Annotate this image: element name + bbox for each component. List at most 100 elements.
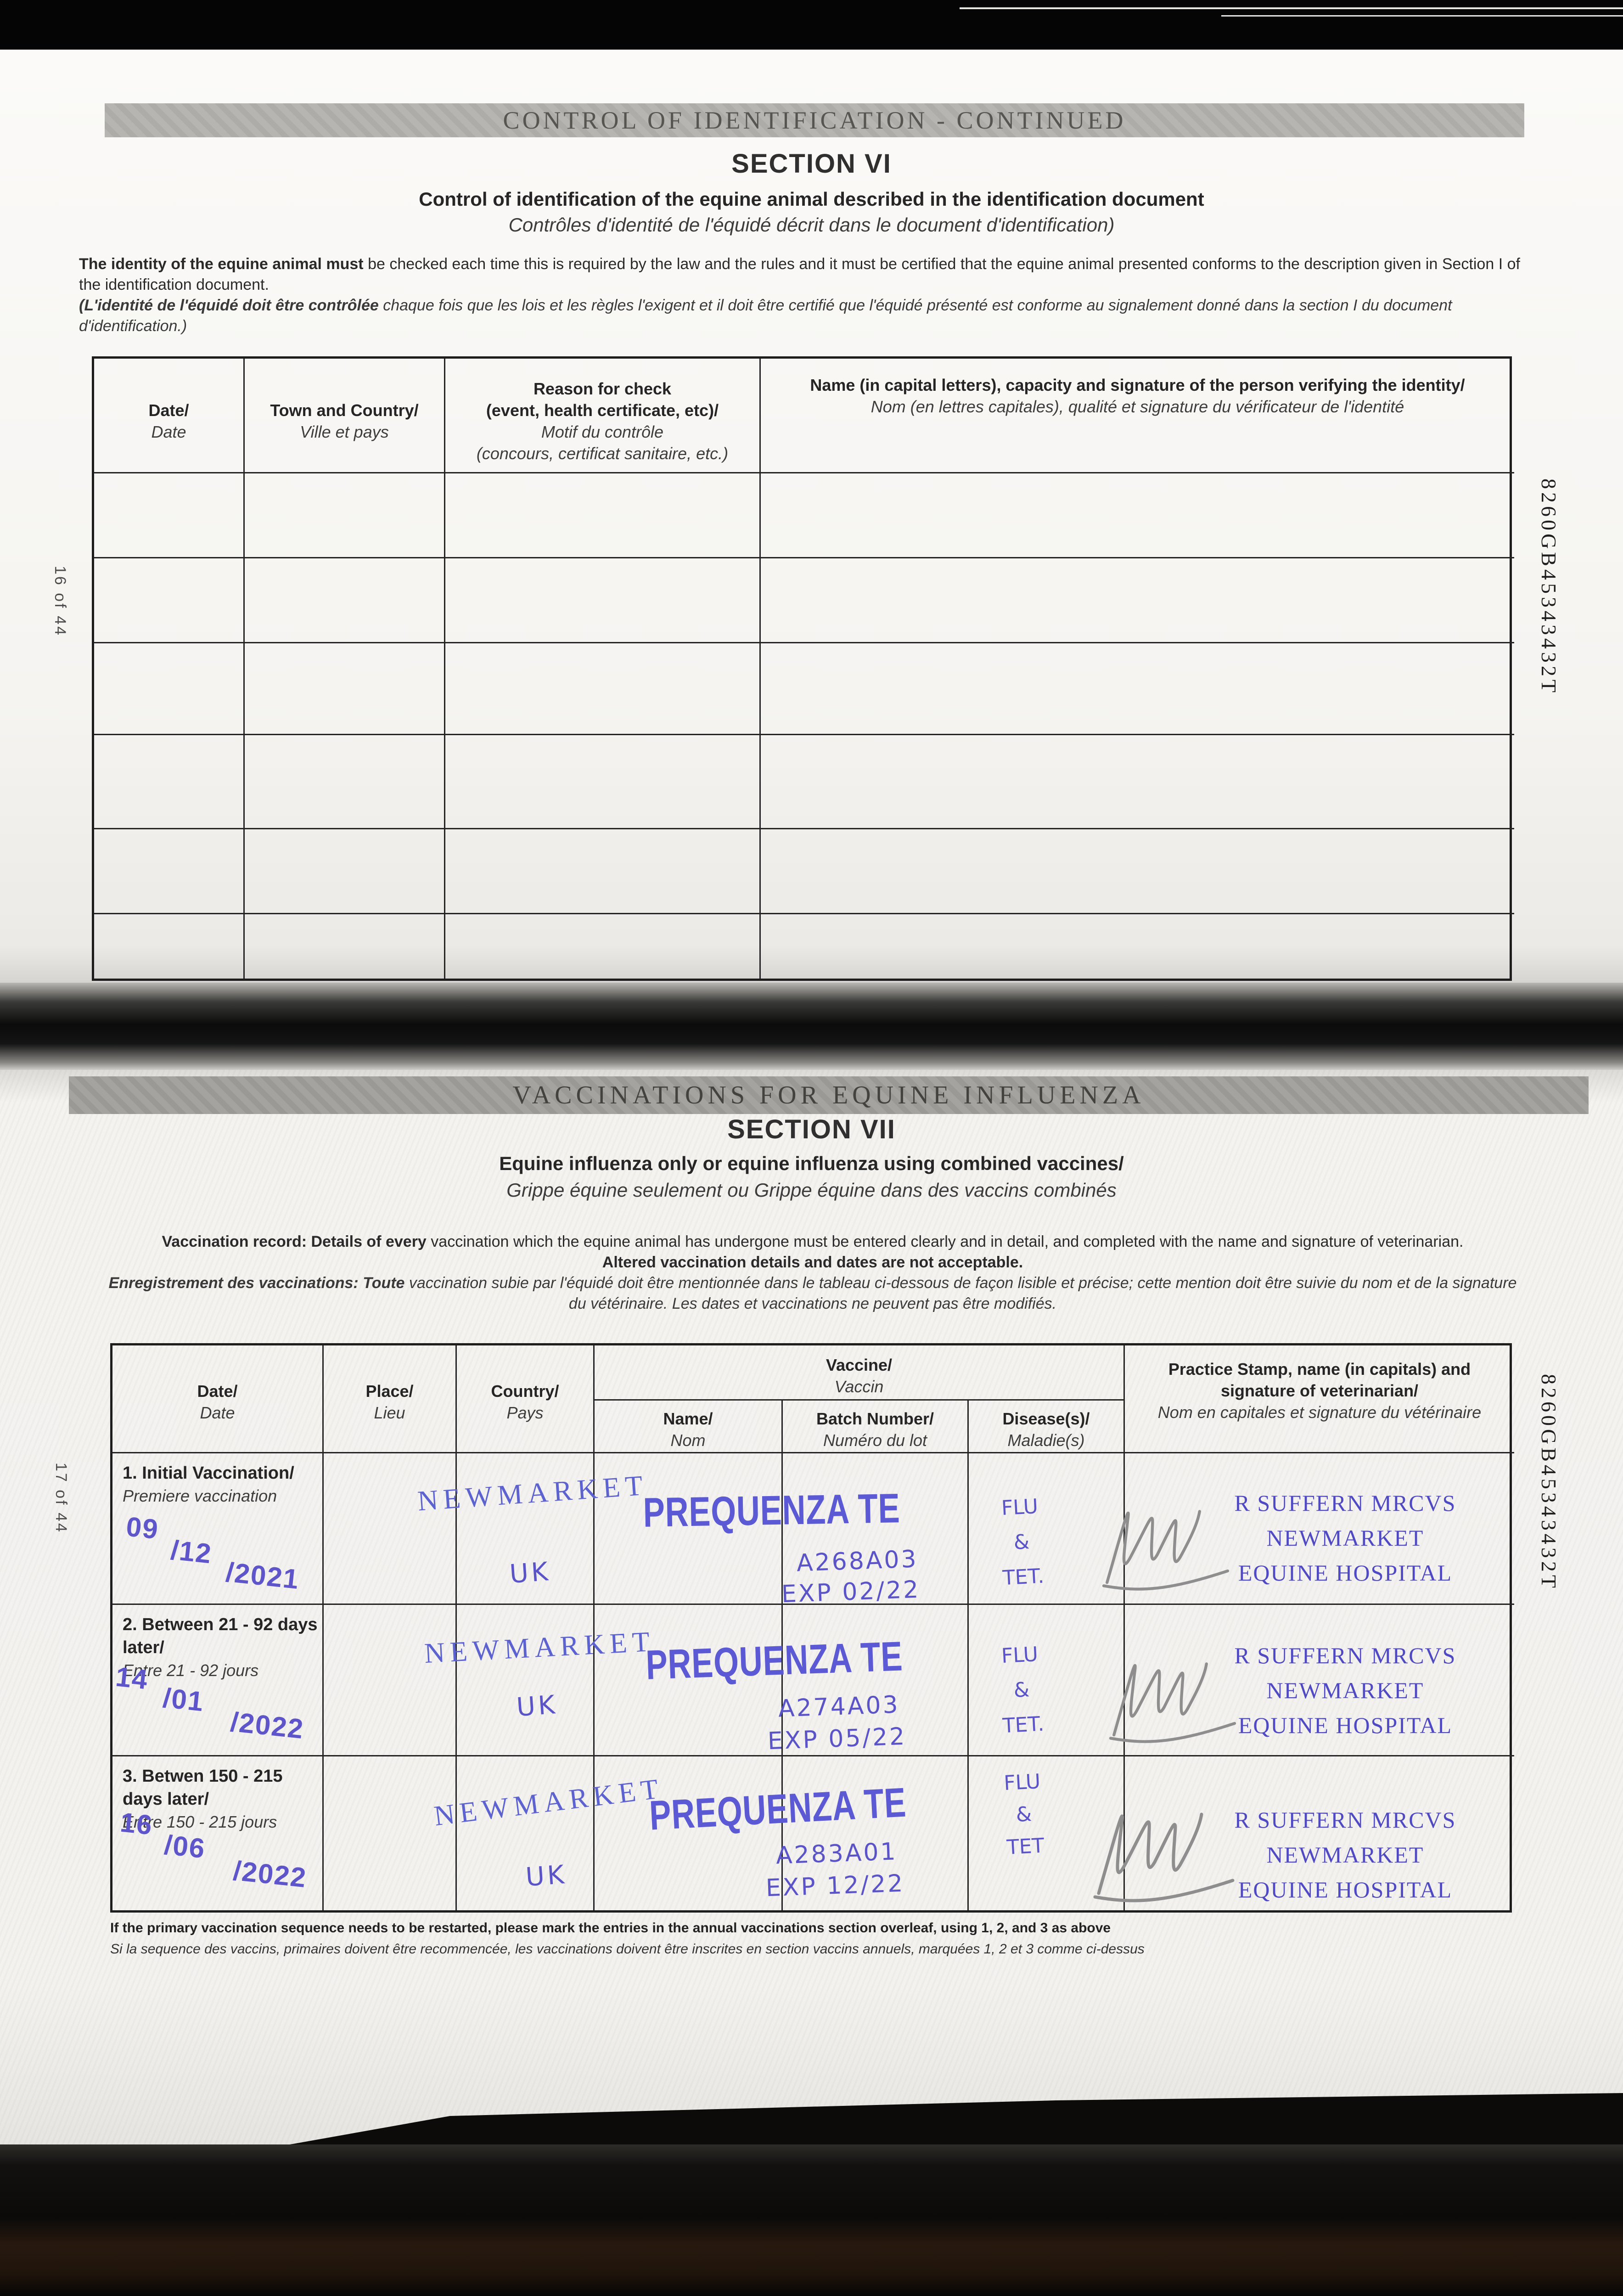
book-spine-shadow <box>0 983 1623 1070</box>
header-vaccine: Vaccine/ Vaccin <box>595 1345 1125 1401</box>
empty-cell <box>761 558 1514 643</box>
banner-title: VACCINATIONS FOR EQUINE INFLUENZA <box>512 1081 1145 1109</box>
header-practice-stamp: Practice Stamp, name (in capitals) and s… <box>1125 1345 1514 1453</box>
header-batch-number: Batch Number/ Numéro du lot <box>783 1401 969 1453</box>
disease-handwriting: FLU & TET. <box>1000 1495 1045 1590</box>
banner-title: CONTROL OF IDENTIFICATION - CONTINUED <box>503 107 1126 134</box>
scanner-bottom-band <box>0 2144 1623 2296</box>
empty-cell <box>445 643 761 735</box>
header-verifier: Name (in capital letters), capacity and … <box>761 359 1514 473</box>
veterinarian-signature <box>1109 1662 1236 1743</box>
header-country: Country/ Pays <box>457 1345 595 1453</box>
empty-cell <box>245 829 445 914</box>
row-label: 3. Betwen 150 - 215 days later/ Entre 15… <box>112 1756 324 1910</box>
page-banner: CONTROL OF IDENTIFICATION - CONTINUED <box>105 103 1524 137</box>
page-heading-fr: Contrôles d'identité de l'équidé décrit … <box>508 214 1115 236</box>
cell-vaccine-name <box>595 1453 783 1605</box>
row-label: 2. Between 21 - 92 days later/ Entre 21 … <box>112 1605 324 1756</box>
cell-practice-stamp <box>1125 1453 1514 1605</box>
cell-batch <box>783 1453 969 1605</box>
intro-en-rest: vaccination which the equine animal has … <box>426 1233 1464 1250</box>
cell-disease <box>969 1605 1125 1756</box>
page-section-vii: VACCINATIONS FOR EQUINE INFLUENZA SECTIO… <box>0 1070 1623 2144</box>
cell-country <box>457 1605 595 1756</box>
cell-batch <box>783 1756 969 1910</box>
country-handwriting: UK <box>508 1556 552 1590</box>
header-date: Date/ Date <box>112 1345 324 1453</box>
cell-place <box>324 1605 457 1756</box>
practice-stamp: R SUFFERN MRCVS NEWMARKET EQUINE HOSPITA… <box>1234 1490 1456 1586</box>
row-label: 1. Initial Vaccination/ Premiere vaccina… <box>112 1453 324 1605</box>
veterinarian-signature <box>1093 1812 1235 1902</box>
empty-cell <box>245 914 445 979</box>
date-handwriting: 14 <box>114 1661 150 1695</box>
empty-cell <box>94 735 245 829</box>
date-handwriting: /12 <box>169 1534 213 1570</box>
empty-cell <box>94 558 245 643</box>
empty-cell <box>245 735 445 829</box>
empty-cell <box>445 829 761 914</box>
section-title: SECTION VI <box>731 149 892 179</box>
empty-cell <box>94 829 245 914</box>
page-section-vi: CONTROL OF IDENTIFICATION - CONTINUED SE… <box>0 50 1623 983</box>
header-disease: Disease(s)/ Maladie(s) <box>969 1401 1125 1453</box>
cell-place <box>324 1756 457 1910</box>
scan-artifact-line <box>960 7 1623 9</box>
empty-cell <box>445 914 761 979</box>
intro-en-rest: be checked each time this is required by… <box>79 255 1520 293</box>
intro-en-line2: Altered vaccination details and dates ar… <box>602 1254 1023 1271</box>
page-number-vertical: 16 of 44 <box>51 566 69 637</box>
date-handwriting: /01 <box>161 1682 206 1717</box>
intro-fr-line2: du vétérinaire. Les dates et vaccination… <box>568 1295 1057 1312</box>
vaccination-table-grid: Date/ Date Place/ Lieu Country/ Pays Vac… <box>110 1343 1514 1913</box>
empty-cell <box>94 643 245 735</box>
intro-en-bold: The identity of the equine animal must <box>79 255 364 273</box>
footnote-en: If the primary vaccination sequence need… <box>110 1920 1111 1936</box>
intro-fr-rest: vaccination subie par l'équidé doit être… <box>404 1274 1517 1292</box>
batch-number-handwriting: A274A03 <box>778 1691 900 1723</box>
empty-cell <box>445 473 761 558</box>
cell-disease <box>969 1756 1125 1910</box>
section-title: SECTION VII <box>727 1114 896 1144</box>
cell-place <box>324 1453 457 1605</box>
header-place: Place/ Lieu <box>324 1345 457 1453</box>
cell-disease <box>969 1453 1125 1605</box>
scan-artifact-line <box>1221 15 1623 17</box>
intro-fr-bold: Enregistrement des vaccinations: Toute <box>108 1274 405 1292</box>
page-heading-fr: Grippe équine seulement ou Grippe équine… <box>506 1179 1117 1201</box>
cell-vaccine-name <box>595 1756 783 1910</box>
empty-cell <box>761 914 1514 979</box>
cell-vaccine-name <box>595 1605 783 1756</box>
empty-cell <box>94 914 245 979</box>
veterinarian-signature <box>1102 1510 1230 1591</box>
empty-cell <box>761 473 1514 558</box>
empty-cell <box>245 473 445 558</box>
cell-batch <box>783 1605 969 1756</box>
cell-country <box>457 1453 595 1605</box>
empty-cell <box>245 643 445 735</box>
document-code-vertical: 8260GB45343432T <box>1537 478 1561 696</box>
disease-handwriting: FLU & TET <box>1003 1770 1045 1860</box>
batch-number-handwriting: A268A03 <box>796 1545 919 1577</box>
batch-expiry-handwriting: EXP 02/22 <box>781 1576 921 1609</box>
empty-cell <box>761 735 1514 829</box>
vaccination-record-paragraph: Vaccination record: Details of every vac… <box>94 1232 1531 1314</box>
header-reason: Reason for check (event, health certific… <box>445 359 761 473</box>
practice-stamp: R SUFFERN MRCVS NEWMARKET EQUINE HOSPITA… <box>1234 1643 1456 1738</box>
page-heading-en: Equine influenza only or equine influenz… <box>499 1153 1124 1174</box>
page-number-vertical: 17 of 44 <box>52 1463 70 1534</box>
empty-cell <box>445 558 761 643</box>
vaccine-stamp: PREQUENZA TE <box>643 1485 901 1536</box>
vaccine-stamp: PREQUENZA TE <box>645 1633 904 1688</box>
header-town-country: Town and Country/ Ville et pays <box>245 359 445 473</box>
date-handwriting: 16 <box>118 1806 155 1841</box>
empty-cell <box>445 735 761 829</box>
page-banner: VACCINATIONS FOR EQUINE INFLUENZA <box>69 1076 1589 1114</box>
vaccination-table: Date/ Date Place/ Lieu Country/ Pays Vac… <box>110 1343 1514 1913</box>
batch-expiry-handwriting: EXP 12/22 <box>765 1869 905 1902</box>
page-heading-en: Control of identification of the equine … <box>419 188 1204 210</box>
intro-en-bold: Vaccination record: Details of every <box>162 1233 427 1250</box>
date-handwriting: /06 <box>163 1829 207 1864</box>
footnote-fr: Si la sequence des vaccins, primaires do… <box>110 1941 1145 1957</box>
